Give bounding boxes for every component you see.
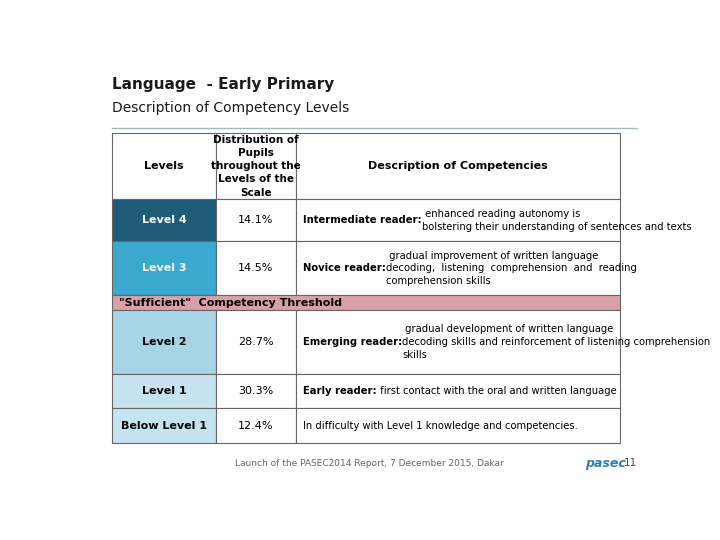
Bar [112,199,215,241]
Bar [215,374,297,408]
Bar [112,408,215,443]
Text: Description of Competency Levels: Description of Competency Levels [112,102,350,116]
Bar [112,310,215,374]
Text: enhanced reading autonomy is
bolstering their understanding of sentences and tex: enhanced reading autonomy is bolstering … [422,209,691,232]
Text: 11: 11 [624,458,637,468]
Bar [215,408,297,443]
Bar [297,133,620,199]
Bar [215,133,297,199]
Text: Level 3: Level 3 [142,264,186,273]
Text: Intermediate reader:: Intermediate reader: [303,215,422,225]
Bar [297,374,620,408]
Text: Level 4: Level 4 [142,215,186,225]
Text: Distribution of
Pupils
throughout the
Levels of the
Scale: Distribution of Pupils throughout the Le… [211,135,301,198]
Text: 14.1%: 14.1% [238,215,274,225]
Text: 14.5%: 14.5% [238,264,274,273]
Bar [215,199,297,241]
Bar [297,408,620,443]
Bar [112,241,215,295]
Text: Novice reader:: Novice reader: [303,264,386,273]
Bar [297,310,620,374]
Text: Early reader:: Early reader: [303,386,377,396]
Text: gradual improvement of written language
decoding,  listening  comprehension  and: gradual improvement of written language … [386,251,637,286]
Text: Below Level 1: Below Level 1 [121,421,207,431]
Bar [215,310,297,374]
Text: Level 1: Level 1 [142,386,186,396]
Bar [215,241,297,295]
Text: 12.4%: 12.4% [238,421,274,431]
Text: Language  - Early Primary: Language - Early Primary [112,77,335,92]
Text: 30.3%: 30.3% [238,386,274,396]
Text: Description of Competencies: Description of Competencies [369,161,548,171]
Text: first contact with the oral and written language: first contact with the oral and written … [377,386,616,396]
Bar [112,133,215,199]
Text: pasec: pasec [585,457,626,470]
Text: "Sufficient"  Competency Threshold: "Sufficient" Competency Threshold [119,298,342,308]
Text: Emerging reader:: Emerging reader: [303,337,402,347]
Text: gradual development of written language
decoding skills and reinforcement of lis: gradual development of written language … [402,324,711,360]
Bar [297,199,620,241]
Text: Launch of the PASEC2014 Report, 7 December 2015, Dakar: Launch of the PASEC2014 Report, 7 Decemb… [235,458,503,468]
Text: 28.7%: 28.7% [238,337,274,347]
Text: Levels: Levels [144,161,184,171]
Text: In difficulty with Level 1 knowledge and competencies.: In difficulty with Level 1 knowledge and… [303,421,578,431]
Text: Level 2: Level 2 [142,337,186,347]
Bar [112,295,620,310]
Bar [297,241,620,295]
Bar [112,374,215,408]
